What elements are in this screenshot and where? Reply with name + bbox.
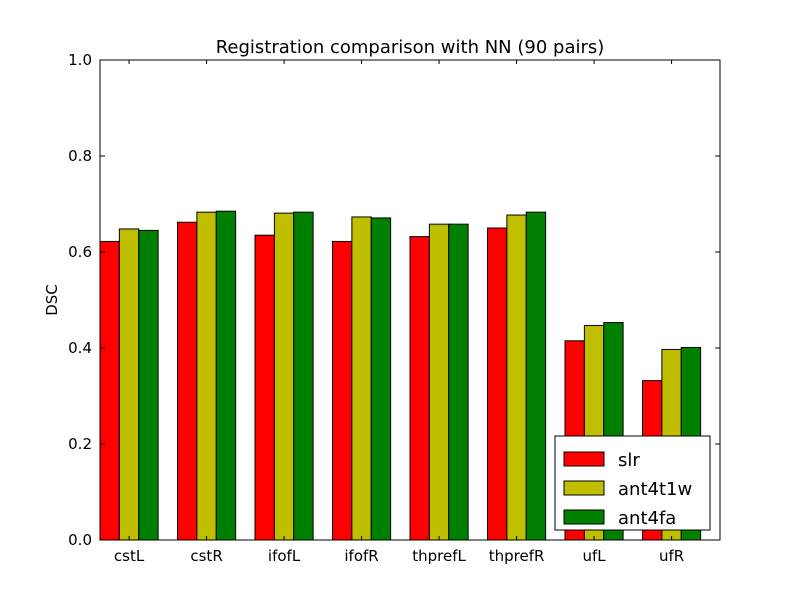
legend-label-ant4fa: ant4fa <box>618 508 676 529</box>
bar-slr-ifofR <box>332 240 353 541</box>
legend-swatch-ant4fa <box>563 509 605 525</box>
bar-ant4t1w-thprefL <box>428 223 450 541</box>
bar-ant4t1w-cstL <box>118 228 140 541</box>
bar-ant4fa-ifofL <box>293 211 314 541</box>
x-tick-label-ifofR: ifofR <box>344 547 378 565</box>
bar-slr-thprefL <box>409 236 430 541</box>
bar-slr-thprefR <box>487 227 508 541</box>
y-tick-label-0.0: 0.0 <box>68 531 92 549</box>
bar-ant4t1w-thprefR <box>506 214 527 541</box>
plot-frame <box>99 59 721 541</box>
x-tick-label-thprefR: thprefR <box>489 547 545 565</box>
legend: slr ant4t1w ant4fa <box>554 435 711 531</box>
legend-label-slr: slr <box>618 450 640 471</box>
bar-ant4fa-thprefR <box>525 211 547 541</box>
bar-ant4fa-cstL <box>138 229 159 541</box>
bar-ant4fa-thprefL <box>448 223 469 541</box>
bar-ant4fa-ifofR <box>370 217 392 541</box>
bar-ant4fa-cstR <box>215 210 237 541</box>
x-tick-label-ufL: ufL <box>582 547 606 565</box>
legend-swatch-slr <box>563 451 605 467</box>
bar-slr-ifofL <box>254 234 275 541</box>
y-axis-label: DSC <box>43 284 61 316</box>
bar-ant4t1w-cstR <box>196 211 217 541</box>
x-tick-label-cstR: cstR <box>190 547 222 565</box>
y-tick-label-0.6: 0.6 <box>68 243 92 261</box>
x-tick-label-cstL: cstL <box>114 547 145 565</box>
y-tick-label-0.8: 0.8 <box>68 147 92 165</box>
legend-swatch-ant4t1w <box>563 480 605 496</box>
y-tick-label-1.0: 1.0 <box>68 51 92 69</box>
bar-slr-cstR <box>177 221 198 541</box>
x-tick-label-ufR: ufR <box>659 547 684 565</box>
y-tick-label-0.4: 0.4 <box>68 339 92 357</box>
x-tick-label-thprefL: thprefL <box>412 547 466 565</box>
bar-ant4t1w-ifofL <box>273 212 295 541</box>
bar-slr-cstL <box>99 240 120 541</box>
y-tick-label-0.2: 0.2 <box>68 435 92 453</box>
chart-title: Registration comparison with NN (90 pair… <box>216 37 605 58</box>
x-tick-label-ifofL: ifofL <box>268 547 301 565</box>
bar-ant4t1w-ifofR <box>351 216 372 541</box>
ticks-layer: cstL cstR ifofL ifofR thprefL thprefR ufL ufR 0.… <box>68 51 720 565</box>
legend-label-ant4t1w: ant4t1w <box>618 479 692 500</box>
